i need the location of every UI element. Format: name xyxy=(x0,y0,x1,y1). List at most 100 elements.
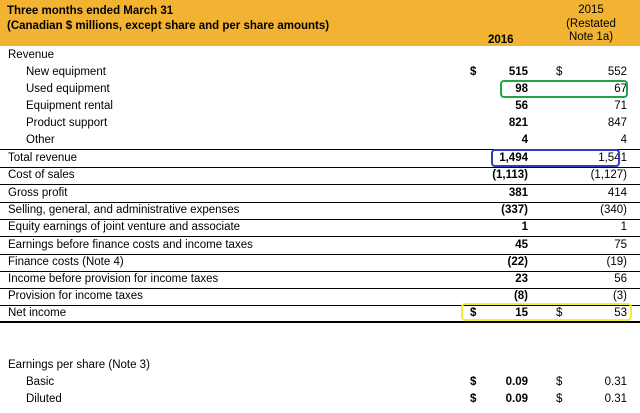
value-2016: 0.09 xyxy=(505,376,528,388)
row-label: Income before provision for income taxes xyxy=(8,273,219,285)
row-divider xyxy=(0,219,640,220)
row-label: Cost of sales xyxy=(8,169,75,181)
value-2016: (8) xyxy=(513,290,528,302)
currency-symbol: $ xyxy=(470,307,477,319)
value-2015: 847 xyxy=(607,117,627,129)
value-2016: 0.09 xyxy=(505,393,528,405)
row-label: Other xyxy=(26,134,55,146)
value-2016: (337) xyxy=(501,204,528,216)
table-row: Gross profit 381 414 xyxy=(0,185,640,202)
row-label: Diluted xyxy=(26,393,62,405)
value-2016: 1,494 xyxy=(499,152,528,164)
row-label: Used equipment xyxy=(26,83,110,95)
value-2015: 1 xyxy=(620,221,627,233)
value-2016: 15 xyxy=(515,307,528,319)
table-header: Three months ended March 31 (Canadian $ … xyxy=(0,0,640,46)
row-divider xyxy=(0,254,640,255)
currency-symbol: $ xyxy=(556,307,563,319)
value-2015: 552 xyxy=(607,66,627,78)
currency-symbol: $ xyxy=(556,376,563,388)
value-2015: 53 xyxy=(614,307,627,319)
currency-symbol: $ xyxy=(470,393,477,405)
currency-symbol: $ xyxy=(556,66,563,78)
value-2015: 67 xyxy=(614,83,627,95)
row-divider xyxy=(0,184,640,185)
row-divider xyxy=(0,149,640,150)
column-header-2015: 2015 (Restated Note 1a) xyxy=(560,4,622,45)
value-2015: 71 xyxy=(614,100,627,112)
value-2016: 381 xyxy=(508,187,528,199)
row-label: Net income xyxy=(8,307,67,319)
column-header-2015-note2: Note 1a) xyxy=(568,31,614,43)
table-row: Other 4 4 xyxy=(0,132,640,149)
value-2015: 75 xyxy=(614,239,627,251)
row-label: Gross profit xyxy=(8,187,68,199)
value-2016: 1 xyxy=(521,221,528,233)
table-row: Cost of sales (1,113) (1,127) xyxy=(0,167,640,184)
header-title-line2: (Canadian $ millions, except share and p… xyxy=(7,20,330,32)
table-row: Product support 821 847 xyxy=(0,115,640,132)
value-2015: (19) xyxy=(606,256,627,268)
column-header-2015-year: 2015 xyxy=(578,4,604,16)
row-label: Revenue xyxy=(8,49,55,61)
table-row: Equity earnings of joint venture and ass… xyxy=(0,219,640,236)
column-header-2015-note1: (Restated xyxy=(566,17,616,30)
row-label: Equity earnings of joint venture and ass… xyxy=(8,221,241,233)
currency-symbol: $ xyxy=(470,66,477,78)
table-row: Equipment rental 56 71 xyxy=(0,98,640,115)
table-row: Provision for income taxes (8) (3) xyxy=(0,288,640,305)
value-2016: 56 xyxy=(515,100,528,112)
value-2015: (1,127) xyxy=(590,169,627,181)
row-divider xyxy=(0,305,640,306)
row-divider xyxy=(0,202,640,203)
table-row: New equipment $ 515 $ 552 xyxy=(0,64,640,81)
header-title: Three months ended March 31 (Canadian $ … xyxy=(7,4,329,34)
row-divider xyxy=(0,271,640,272)
value-2015: 414 xyxy=(607,187,627,199)
table-row: Basic $ 0.09 $ 0.31 xyxy=(0,374,640,391)
value-2015: 0.31 xyxy=(604,393,627,405)
row-label: Earnings per share (Note 3) xyxy=(8,359,150,371)
table-row: Income before provision for income taxes… xyxy=(0,271,640,288)
table-row: Net income $ 15 $ 53 xyxy=(0,305,640,322)
total-double-rule xyxy=(0,321,640,323)
table-row: Used equipment 98 67 xyxy=(0,81,640,98)
value-2016: 515 xyxy=(508,66,528,78)
currency-symbol: $ xyxy=(556,393,563,405)
header-title-line1: Three months ended March 31 xyxy=(7,5,174,17)
table-row: Earnings before finance costs and income… xyxy=(0,237,640,254)
row-label: Selling, general, and administrative exp… xyxy=(8,204,240,216)
row-label: Total revenue xyxy=(8,152,78,164)
row-divider xyxy=(0,288,640,289)
net-income-highlight xyxy=(461,303,632,321)
table-row: Finance costs (Note 4) (22) (19) xyxy=(0,254,640,271)
table-row: Diluted $ 0.09 $ 0.31 xyxy=(0,391,640,408)
column-header-2016: 2016 xyxy=(488,34,514,46)
value-2016: 23 xyxy=(515,273,528,285)
value-2016: 45 xyxy=(515,239,528,251)
currency-symbol: $ xyxy=(470,376,477,388)
value-2015: 0.31 xyxy=(604,376,627,388)
value-2016: (1,113) xyxy=(492,169,528,181)
row-label: Finance costs (Note 4) xyxy=(8,256,124,268)
total-revenue-highlight xyxy=(491,149,620,167)
row-divider xyxy=(0,167,640,168)
value-2015: 56 xyxy=(614,273,627,285)
row-label: New equipment xyxy=(26,66,106,78)
row-label: Product support xyxy=(26,117,108,129)
used-equipment-highlight xyxy=(500,80,628,98)
row-label: Provision for income taxes xyxy=(8,290,143,302)
row-label: Earnings before finance costs and income… xyxy=(8,239,253,251)
table-row: Revenue xyxy=(0,47,640,64)
row-label: Equipment rental xyxy=(26,100,113,112)
value-2015: (340) xyxy=(600,204,627,216)
table-row: Selling, general, and administrative exp… xyxy=(0,202,640,219)
value-2016: 4 xyxy=(521,134,528,146)
value-2015: 4 xyxy=(620,134,627,146)
value-2016: 98 xyxy=(515,83,528,95)
value-2016: 821 xyxy=(508,117,528,129)
row-label: Basic xyxy=(26,376,55,388)
row-divider xyxy=(0,236,640,237)
table-row: Earnings per share (Note 3) xyxy=(0,357,640,374)
